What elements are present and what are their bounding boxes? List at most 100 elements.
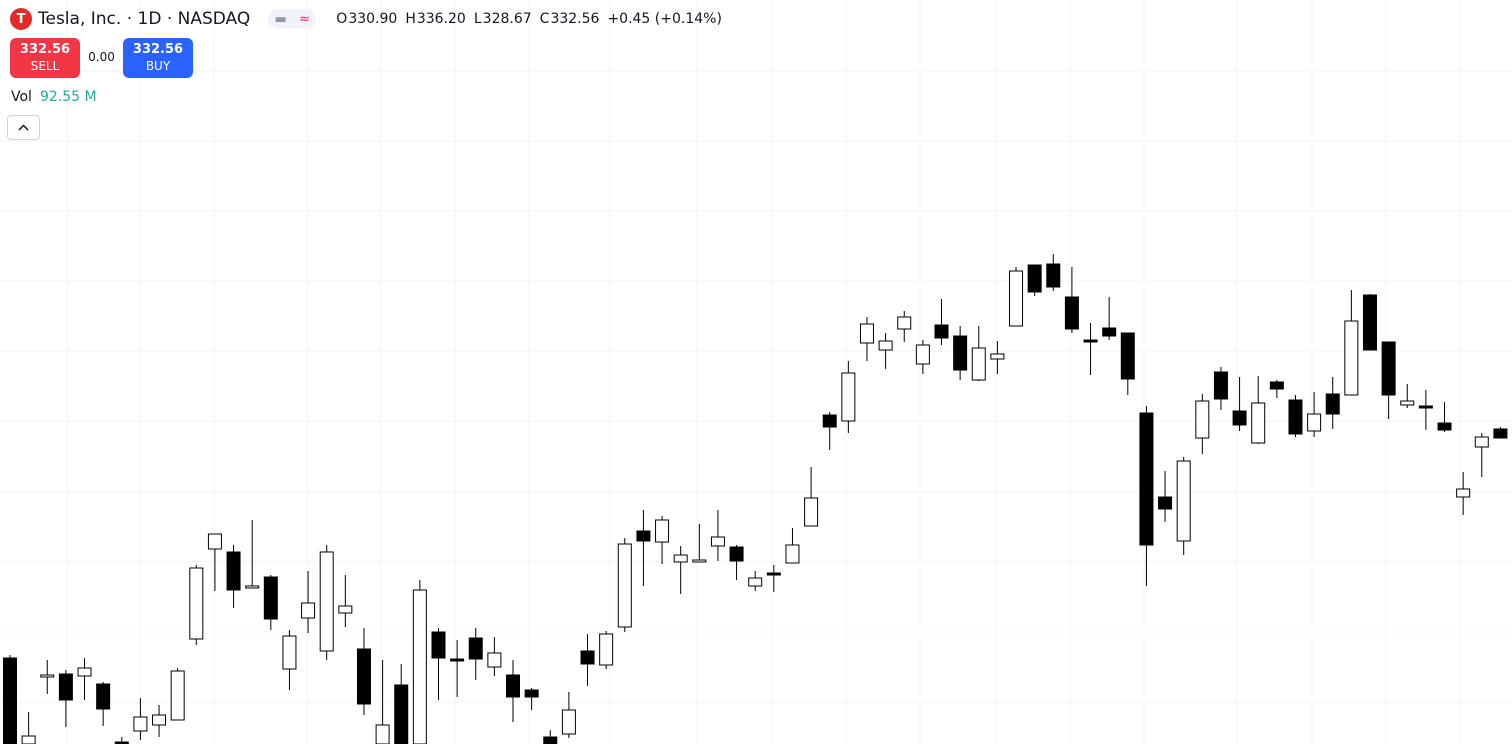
ohlc-item: O330.90 [336, 11, 397, 27]
candle-body [1046, 263, 1061, 288]
candle-body [133, 716, 148, 732]
change: +0.45 (+0.14%) [607, 11, 722, 27]
candle-body [506, 674, 521, 698]
candle-body [878, 340, 893, 351]
ohlc-value: 336.20 [416, 11, 466, 27]
candle-body [263, 576, 278, 620]
candle-body [1232, 410, 1247, 426]
candle-body [915, 344, 930, 365]
candle-body [710, 536, 725, 547]
candle-body [450, 658, 465, 662]
candle-body [1344, 320, 1359, 396]
candle-body [1437, 422, 1452, 431]
candle-body [748, 577, 763, 587]
sell-label: SELL [30, 59, 60, 73]
candle-body [599, 633, 614, 666]
candle-body [394, 684, 409, 744]
candle-body [859, 323, 874, 344]
candle-body [152, 714, 167, 726]
candle-body [1009, 270, 1024, 327]
candle-body [245, 585, 260, 589]
ohlc-label: C [539, 11, 550, 27]
candle-body [1307, 413, 1322, 432]
candle-body [431, 631, 446, 659]
candle-body [1362, 294, 1377, 351]
candle-body [1213, 371, 1228, 400]
candle-body [1288, 399, 1303, 435]
candle-body [375, 724, 390, 744]
buy-button[interactable]: 332.56 BUY [123, 38, 193, 78]
buy-price: 332.56 [132, 42, 184, 57]
logo: T [10, 8, 32, 30]
volume-label: Vol [11, 89, 32, 105]
candle-body [226, 551, 241, 591]
candle-body [170, 670, 185, 721]
candle-body [3, 657, 17, 744]
ohlc-value: 332.56 [550, 11, 600, 27]
candle-body [1400, 400, 1415, 406]
candle-body [319, 551, 334, 652]
candle-body [692, 559, 707, 563]
candle-body [356, 648, 371, 705]
symbol-header: T Tesla, Inc. · 1D · NASDAQ ▬ ≈ O330.90 H… [10, 8, 722, 30]
volume-value: 92.55 M [39, 89, 97, 105]
candle-body [1456, 488, 1471, 498]
sell-button[interactable]: 332.56 SELL [10, 38, 80, 78]
candle-body [282, 635, 297, 670]
candle-body [1325, 393, 1340, 415]
candle-body [1083, 339, 1098, 343]
collapse-button[interactable] [7, 115, 40, 140]
candle-body [21, 735, 36, 744]
candle-body [841, 372, 856, 422]
candle-body [77, 667, 92, 677]
candle-body [971, 347, 986, 381]
candle-body [58, 673, 73, 701]
candle-body [1493, 428, 1508, 439]
candle-body [580, 650, 595, 665]
ohlc-value: 330.90 [348, 11, 398, 27]
candle-body [804, 497, 819, 527]
candle-body [655, 519, 670, 543]
ohlc-label: L [473, 11, 482, 27]
candle-body [953, 335, 968, 371]
status-pill[interactable]: ▬ ≈ [268, 9, 317, 29]
ohlc-label: H [405, 11, 416, 27]
candle-body [934, 324, 949, 339]
candle-body [338, 605, 353, 614]
ohlc-label: O [336, 11, 348, 27]
candle-body [1102, 327, 1117, 337]
candle-body [524, 689, 539, 698]
candle-body [1269, 381, 1284, 390]
candle-body [1474, 436, 1489, 448]
symbol-title[interactable]: Tesla, Inc. · 1D · NASDAQ [38, 9, 251, 29]
candle-body [785, 544, 800, 564]
candle-body [1418, 405, 1433, 409]
volume: Vol 92.55 M [11, 89, 97, 105]
ohlc-item: H336.20 [405, 11, 466, 27]
candle-body [822, 414, 837, 428]
candle-body [1176, 460, 1191, 542]
candle-body [543, 736, 558, 744]
candle-body [40, 674, 55, 678]
candle-body [766, 572, 781, 576]
spread: 0.00 [88, 50, 115, 64]
chevron-icon [18, 124, 29, 131]
candle-body [673, 554, 688, 563]
ohlc-item: C332.56 [540, 11, 600, 27]
candle-body [1251, 402, 1266, 444]
candle-body [1195, 400, 1210, 439]
candle-body [96, 683, 111, 710]
candle-body [897, 316, 912, 330]
ohlc: O330.90 H336.20 L328.67 C332.56 +0.45 (+… [336, 11, 722, 27]
candle-body [1027, 264, 1042, 293]
candle-body [990, 353, 1005, 360]
candle-body [114, 741, 129, 744]
candle-body [1120, 332, 1135, 380]
sell-price: 332.56 [19, 42, 71, 57]
buy-label: BUY [145, 59, 171, 73]
ohlc-value: 328.67 [482, 11, 532, 27]
candle-body [561, 709, 576, 735]
candle-body [487, 652, 502, 668]
